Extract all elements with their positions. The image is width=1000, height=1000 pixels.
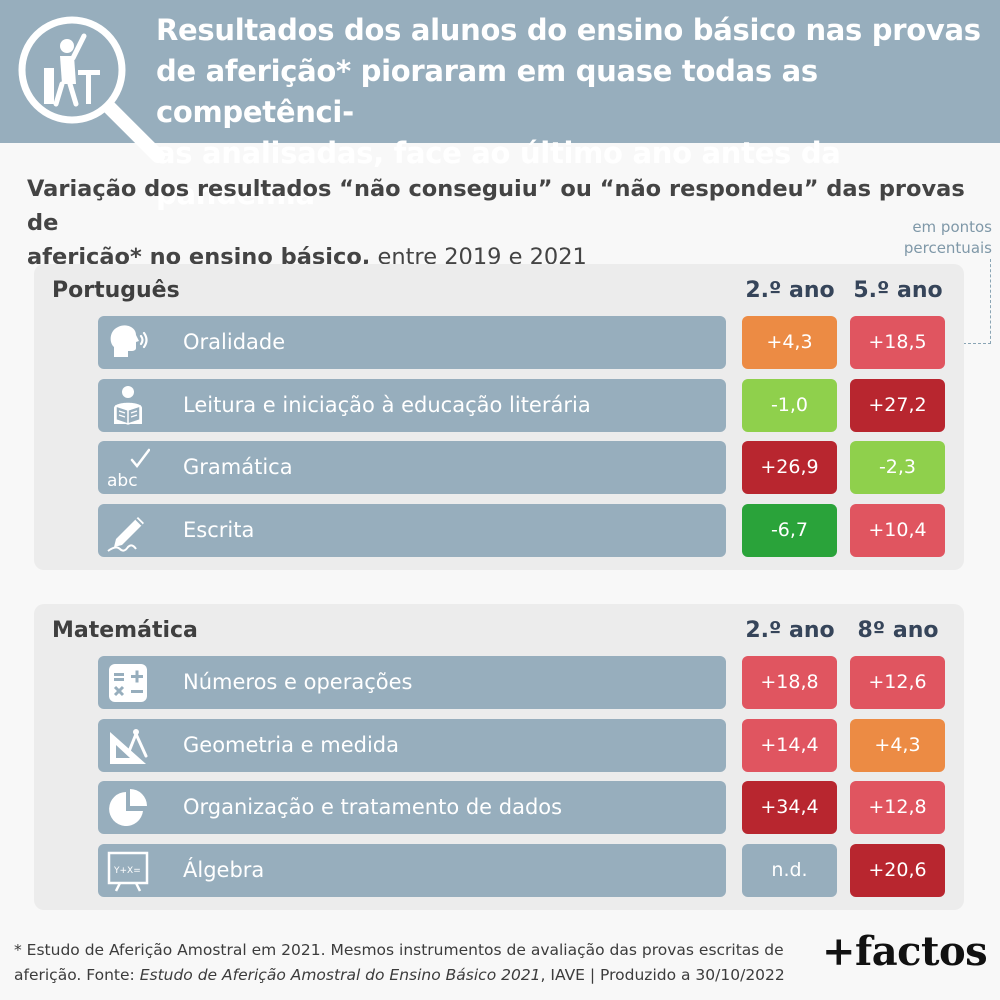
competency-row: Escrita [98, 503, 726, 557]
value-cell: +26,9 [742, 441, 837, 494]
column-header: 2.º ano [745, 278, 835, 303]
value-cell: -1,0 [742, 378, 837, 432]
footnote-credit: , IAVE | Produzido a 30/10/2022 [540, 966, 785, 984]
value-cell: +4,3 [742, 316, 837, 369]
value-cell: +34,4 [742, 781, 837, 834]
unit-leader-line [948, 259, 991, 344]
panel-portugues: Português 2.º ano 5.º ano Oralidade +4,3 +18,… [34, 264, 964, 570]
competency-label: Oralidade [183, 330, 286, 354]
reading-person-icon [106, 384, 150, 428]
student-magnifier-icon [18, 16, 165, 163]
unit-note: em pontos percentuais [862, 217, 992, 259]
abc-check-icon: abc [106, 446, 151, 491]
competency-row: Organização e tratamento de dados [98, 781, 726, 834]
chart-subtitle: Variação dos resultados “não conseguiu” … [27, 172, 987, 274]
competency-label: Geometria e medida [183, 732, 399, 757]
factos-logo: +factos [822, 928, 988, 975]
value-cell: +20,6 [850, 843, 945, 897]
title-line-2: de aferição* pioraram em quase todas as … [156, 54, 818, 129]
pie-chart-icon [106, 786, 150, 830]
competency-row: Números e operações [98, 656, 726, 709]
algebra-board-icon: Y+X= [106, 849, 150, 893]
value-cell: +27,2 [850, 378, 945, 432]
unit-note-line2: percentuais [903, 239, 992, 257]
subtitle-bold-line1: Variação dos resultados “não conseguiu” … [27, 176, 965, 236]
competency-label: Álgebra [183, 857, 265, 882]
panel-title: Matemática [52, 618, 198, 643]
value-cell: -6,7 [742, 503, 837, 557]
footnote: * Estudo de Aferição Amostral em 2021. M… [14, 938, 814, 988]
value-cell: +4,3 [850, 718, 945, 772]
panel-matematica: Matemática 2.º ano 8º ano Números e operaçõ… [34, 604, 964, 910]
column-header: 5.º ano [853, 278, 943, 303]
competency-label: Organização e tratamento de dados [183, 795, 563, 819]
value-cell: n.d. [742, 843, 837, 897]
competency-label: Escrita [183, 517, 255, 542]
competency-row: abc Gramática [98, 441, 726, 494]
value-cell: -2,3 [850, 441, 945, 494]
compass-ruler-icon [106, 724, 150, 768]
competency-row: Leitura e iniciação à educação literária [98, 378, 726, 432]
svg-text:abc: abc [107, 471, 138, 490]
value-cell: +10,4 [850, 503, 945, 557]
title-line-1: Resultados dos alunos do ensino básico n… [156, 13, 981, 47]
footnote-source: Estudo de Aferição Amostral do Ensino Bá… [139, 966, 541, 984]
svg-text:Y+X=: Y+X= [113, 866, 141, 876]
unit-note-line1: em pontos [912, 218, 992, 236]
value-cell: +18,8 [742, 656, 837, 709]
calculator-icon [106, 661, 150, 705]
pencil-icon [106, 509, 150, 553]
competency-label: Leitura e iniciação à educação literária [183, 392, 591, 417]
competency-label: Gramática [183, 455, 293, 479]
panel-title: Português [52, 278, 180, 303]
value-cell: +14,4 [742, 718, 837, 772]
page-title: Resultados dos alunos do ensino básico n… [156, 10, 996, 215]
competency-row: Oralidade [98, 316, 726, 369]
column-header: 8º ano [857, 618, 939, 643]
speaking-head-icon [106, 321, 150, 365]
competency-label: Números e operações [183, 670, 413, 694]
footnote-text: * Estudo de Aferição Amostral em 2021. M… [14, 941, 784, 984]
value-cell: +12,6 [850, 656, 945, 709]
competency-row: Geometria e medida [98, 718, 726, 772]
value-cell: +18,5 [850, 316, 945, 369]
value-cell: +12,8 [850, 781, 945, 834]
competency-row: Y+X= Álgebra [98, 843, 726, 897]
header-banner [0, 0, 1000, 143]
column-header: 2.º ano [745, 618, 835, 643]
title-line-3: as analisadas, face ao último ano antes … [156, 136, 841, 211]
